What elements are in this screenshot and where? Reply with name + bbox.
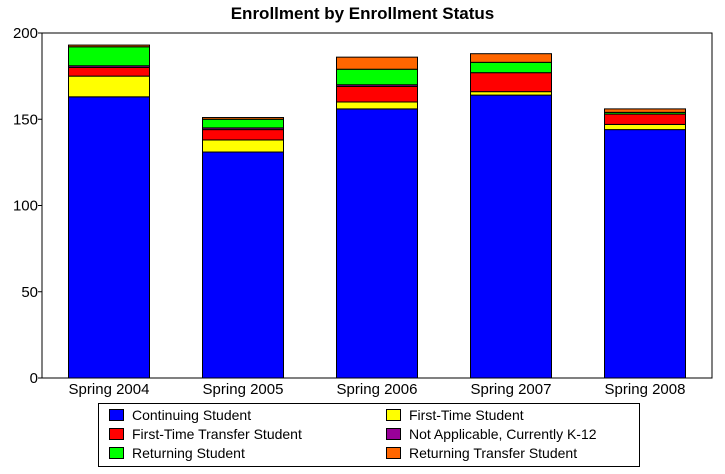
bar-segment-1-5 [604,129,686,379]
legend-item: First-Time Student [386,406,524,424]
bar-segment-6-2 [202,117,284,120]
x-tick-label: Spring 2005 [203,381,284,398]
x-tick-label: Spring 2008 [605,381,686,398]
legend-item: Returning Student [109,444,245,462]
x-tick-label: Spring 2006 [337,381,418,398]
legend-swatch [109,447,124,459]
legend-item: First-Time Transfer Student [109,425,302,443]
y-tick-label: 100 [13,198,38,215]
bar-segment-2-3 [336,101,418,110]
y-tick-label: 0 [30,370,38,387]
bar-segment-2-1 [68,75,150,98]
legend: Continuing Student First-Time Student Firs… [98,403,640,467]
bar-segment-3-1 [68,67,150,77]
legend-label: Returning Transfer Student [409,445,578,461]
legend-swatch [386,428,401,440]
legend-swatch [386,447,401,459]
legend-swatch [386,409,401,421]
bar-segment-6-4 [470,53,552,63]
bar-segment-3-4 [470,72,552,93]
x-tick-label: Spring 2004 [69,381,150,398]
axes-layer: Spring 2004 Spring 2005 Spring 2006 Spring … [13,25,713,398]
bar-segment-1-4 [470,94,552,379]
bar-segment-1-3 [336,108,418,379]
legend-item: Not Applicable, Currently K-12 [386,425,597,443]
legend-label: Not Applicable, Currently K-12 [409,426,597,442]
legend-label: Returning Student [132,445,245,461]
legend-item: Continuing Student [109,406,251,424]
bar-segment-6-5 [604,108,686,113]
x-tick-label: Spring 2007 [471,381,552,398]
bar-segment-2-2 [202,139,284,153]
bar-segment-1-1 [68,96,150,379]
bar-segment-6-1 [68,44,150,48]
legend-swatch [109,409,124,421]
legend-label: Continuing Student [132,407,252,423]
bar-segment-3-2 [202,129,284,141]
legend-swatch [109,428,124,440]
bar-segment-3-3 [336,85,418,103]
bar-segment-5-4 [470,61,552,74]
bar-segment-1-2 [202,151,284,379]
bar-segment-2-4 [470,91,552,96]
legend-label: First-Time Transfer Student [132,426,302,442]
bar-segment-2-5 [604,123,686,131]
y-tick-label: 150 [13,111,38,128]
y-tick-label: 200 [13,25,38,42]
bar-segment-5-2 [202,118,284,129]
legend-label: First-Time Student [409,407,524,423]
stacked-bar-chart: Spring 2004 Spring 2005 Spring 2006 Spring … [13,25,713,398]
bar-segment-6-3 [336,56,418,70]
bar-segment-3-5 [604,113,686,125]
chart-title: Enrollment by Enrollment Status [230,4,495,23]
bar-segment-5-3 [336,68,418,86]
bars-layer [68,44,686,379]
bar-segment-5-1 [68,46,150,67]
legend-item: Returning Transfer Student [386,444,577,462]
y-tick-label: 50 [21,284,38,301]
